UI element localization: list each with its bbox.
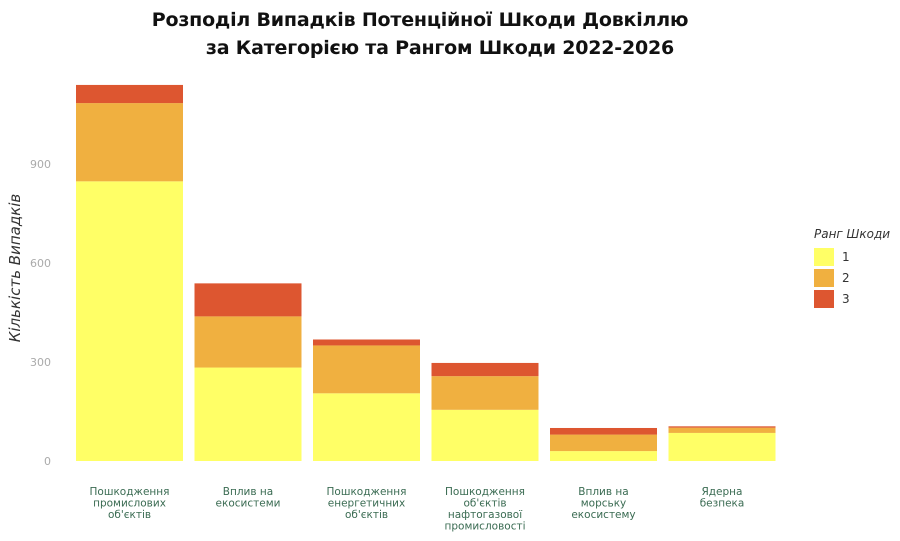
bar-segment-rank-3 xyxy=(76,84,183,104)
bars-layer xyxy=(76,84,776,461)
bar-segment-rank-2 xyxy=(313,345,420,394)
bar-segment-rank-1 xyxy=(76,181,183,461)
legend-label-rank-2: 2 xyxy=(842,271,850,285)
legend: Ранг Шкоди 1 2 3 xyxy=(814,227,890,308)
x-category-label: Пошкодження промислових об'єктів xyxy=(90,486,170,521)
bar-segment-rank-3 xyxy=(431,362,539,377)
y-tick-label: 900 xyxy=(30,158,51,171)
bar-segment-rank-2 xyxy=(194,316,302,368)
x-category-label: Ядерна безпека xyxy=(700,486,745,510)
bar-segment-rank-1 xyxy=(431,409,539,461)
bar-segment-rank-1 xyxy=(313,393,420,461)
bar-segment-rank-2 xyxy=(76,103,183,182)
chart-title: Розподіл Випадків Потенційної Шкоди Довк… xyxy=(0,6,840,62)
x-axis: Пошкодження промислових об'єктів Вплив на ек… xyxy=(90,486,745,533)
legend-title: Ранг Шкоди xyxy=(814,227,890,241)
bar-segment-rank-1 xyxy=(194,367,302,461)
legend-swatch-rank-3 xyxy=(814,290,834,308)
y-axis: 0 300 600 900 xyxy=(30,158,51,468)
legend-label-rank-3: 3 xyxy=(842,292,850,306)
chart-title-line1: Розподіл Випадків Потенційної Шкоди Довк… xyxy=(151,9,689,31)
bar-segment-rank-3 xyxy=(194,283,302,317)
y-tick-label: 0 xyxy=(44,455,51,468)
x-category-label: Вплив на морську екосистему xyxy=(571,486,635,521)
x-category-label: Вплив на екосистеми xyxy=(216,486,281,510)
bar-segment-rank-2 xyxy=(668,427,776,433)
bar-segment-rank-3 xyxy=(668,426,776,428)
bar-segment-rank-1 xyxy=(550,451,657,461)
y-tick-label: 600 xyxy=(30,257,51,270)
y-axis-label: Кількість Випадків xyxy=(6,194,24,343)
bar-segment-rank-2 xyxy=(550,434,657,452)
bar-segment-rank-1 xyxy=(668,432,776,461)
x-category-label: Пошкодження енергетичних об'єктів xyxy=(327,486,407,521)
y-tick-label: 300 xyxy=(30,356,51,369)
chart-title-line2: за Категорією та Рангом Шкоди 2022-2026 xyxy=(205,37,675,59)
legend-swatch-rank-2 xyxy=(814,269,834,287)
bar-segment-rank-3 xyxy=(313,339,420,346)
legend-swatch-rank-1 xyxy=(814,248,834,266)
legend-label-rank-1: 1 xyxy=(842,250,850,264)
bar-segment-rank-3 xyxy=(550,427,657,435)
bar-segment-rank-2 xyxy=(431,376,539,410)
x-category-label: Пошкодження об'єктів нафтогазової промислов… xyxy=(444,486,525,533)
